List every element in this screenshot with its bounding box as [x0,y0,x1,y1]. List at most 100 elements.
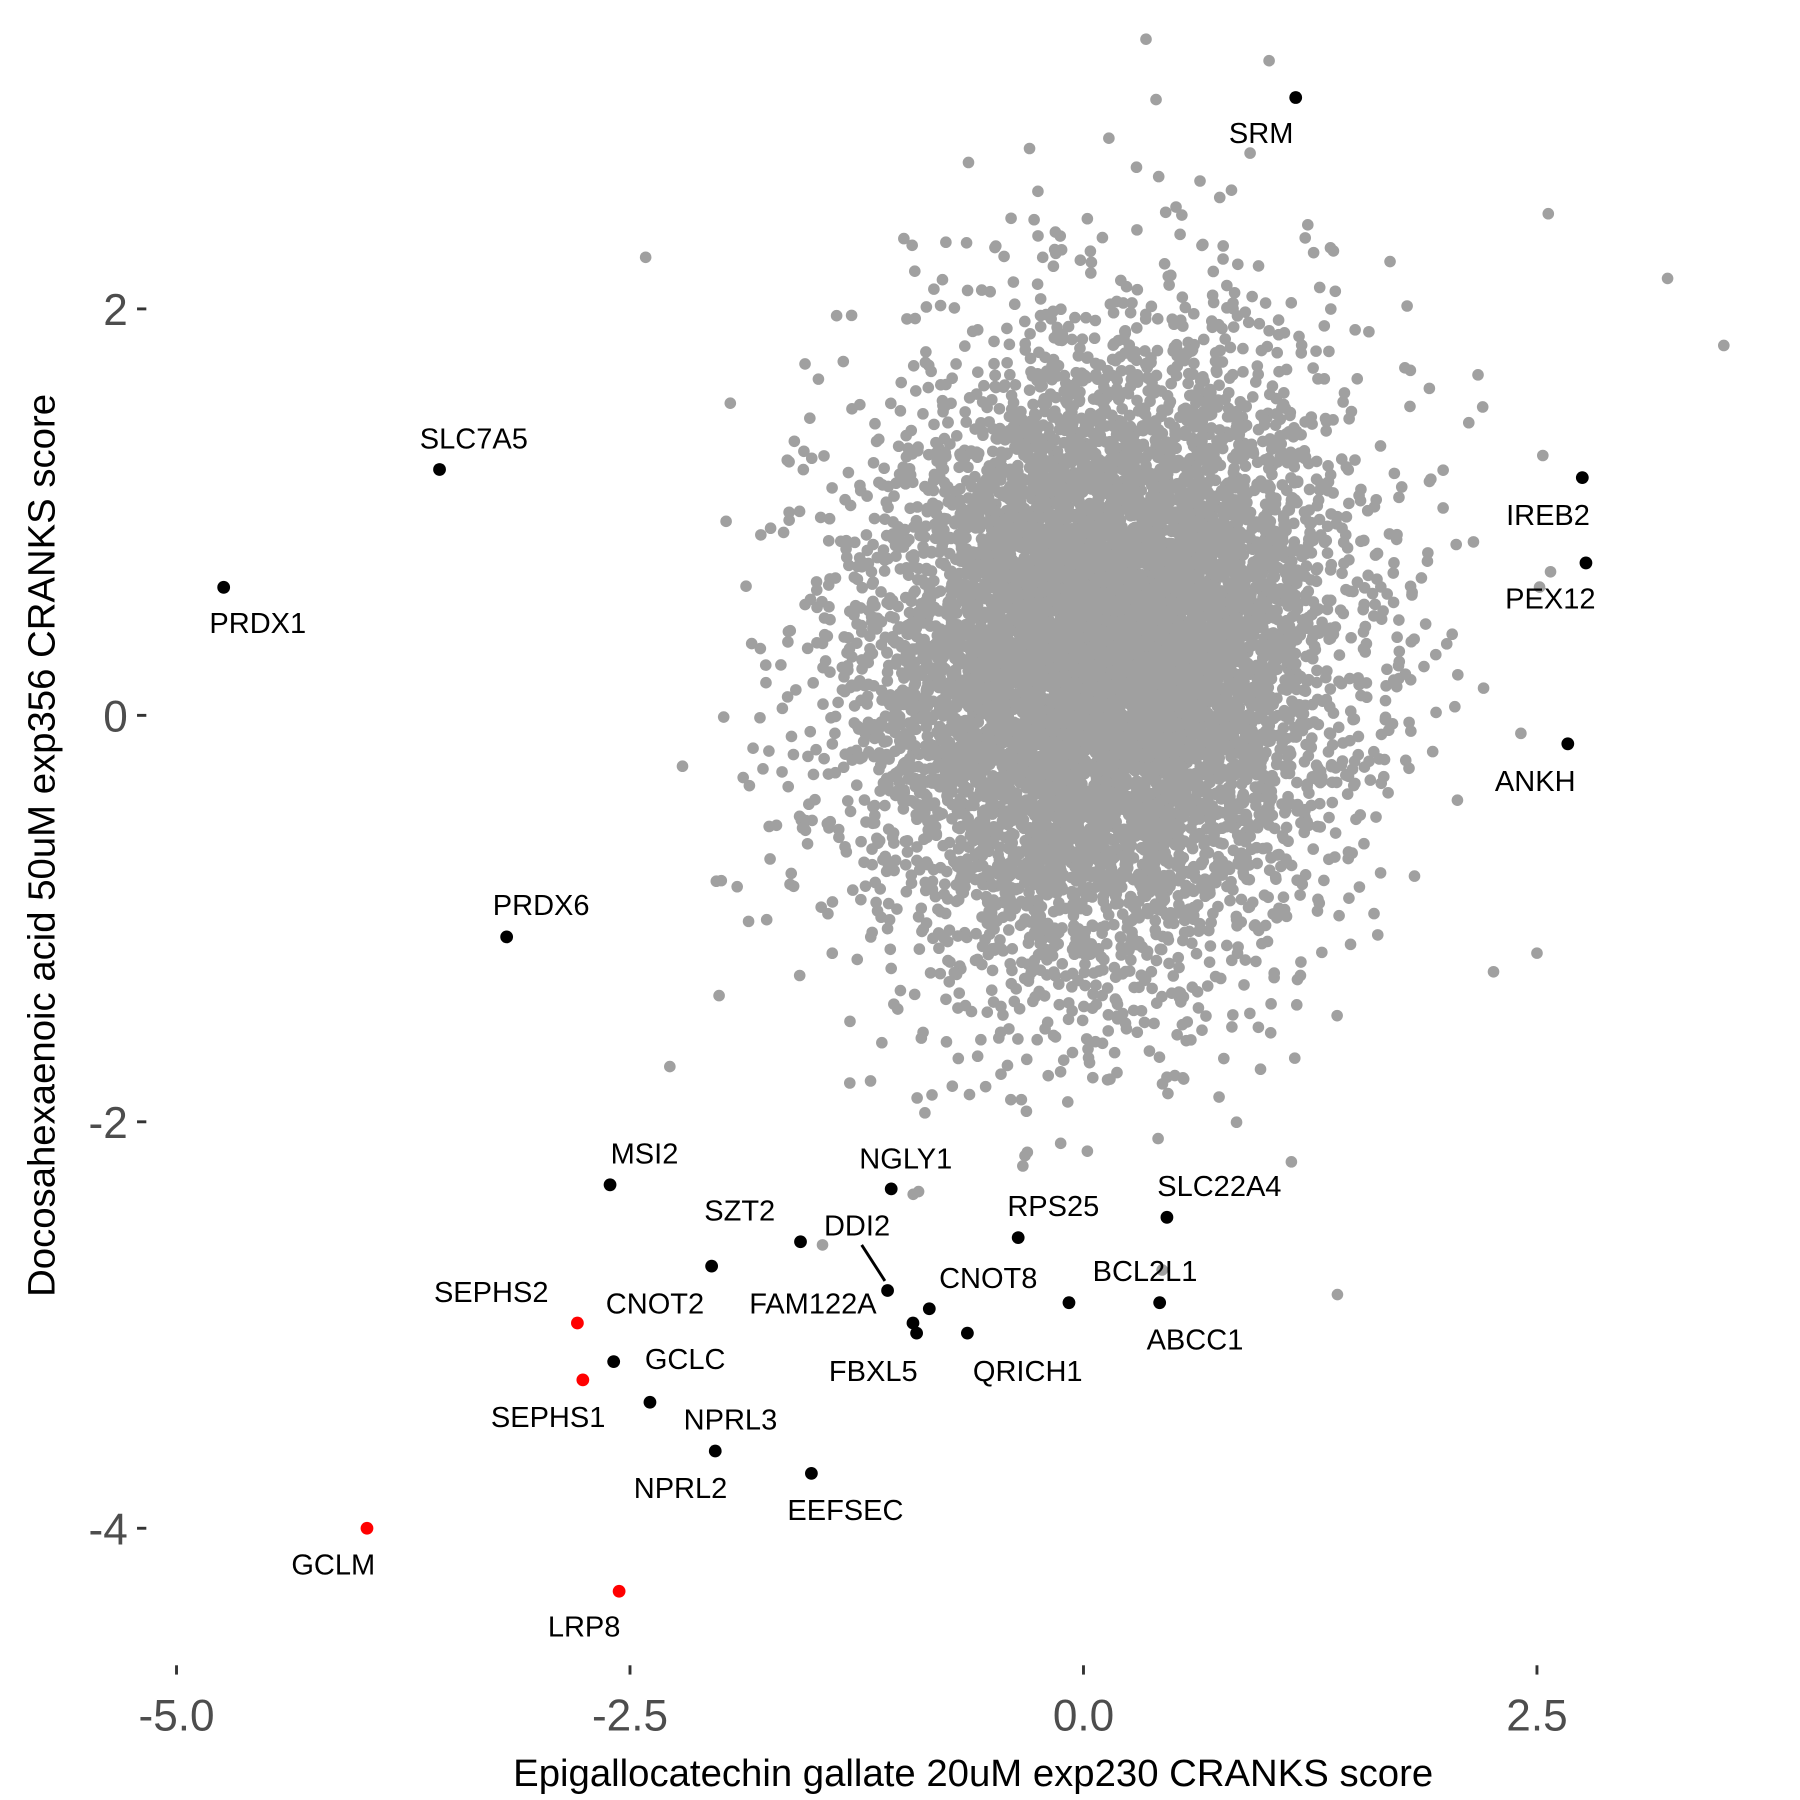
background-point [1381,588,1393,600]
background-point [1158,257,1171,270]
background-point [737,771,749,784]
background-point [1327,707,1340,719]
background-point [1114,931,1127,944]
background-point [970,888,983,901]
background-point [1153,1051,1166,1063]
background-point [1261,842,1273,854]
background-point [1515,727,1527,740]
background-point [1316,946,1328,959]
background-point [807,768,820,781]
background-point [1219,333,1232,345]
background-point [860,529,873,541]
background-point [1378,753,1391,766]
background-point [1313,281,1326,294]
background-point [1151,313,1164,325]
background-point [1422,547,1434,559]
background-point [1176,291,1189,304]
background-point [1341,788,1354,800]
background-point [963,1088,976,1101]
background-point [1007,276,1020,288]
background-point [1268,822,1281,835]
background-point [1369,598,1381,611]
background-point [920,520,932,533]
background-point [1017,1160,1029,1172]
background-point [925,365,937,378]
background-point [1044,388,1057,400]
background-point [928,418,940,431]
background-point [1176,209,1188,221]
background-point [943,975,956,988]
background-point [818,612,831,624]
background-point [1008,298,1021,311]
background-point [1116,1007,1129,1020]
background-point [1423,382,1436,395]
background-point [940,1036,953,1048]
background-point [1107,306,1120,319]
background-point [882,897,895,910]
background-point [1049,226,1062,238]
background-point [851,953,864,966]
background-point [895,376,908,389]
background-point [745,637,758,650]
background-point [1299,451,1312,463]
background-point [1310,455,1323,468]
background-point [970,927,982,940]
background-point [785,867,798,880]
background-point [1053,998,1066,1011]
background-point [1425,473,1437,485]
background-point [664,1060,676,1073]
background-point [1043,887,1055,900]
background-point [988,335,1000,348]
background-point [1239,954,1252,966]
background-point [1259,297,1272,309]
background-point [946,1080,959,1092]
background-point [894,984,907,997]
background-point [811,601,823,614]
background-point [1228,462,1240,475]
background-point [869,417,881,430]
background-point [717,711,730,723]
background-point [1320,425,1332,437]
background-point [1192,1002,1205,1014]
background-point [1006,964,1018,977]
background-point [901,313,913,325]
background-point [797,463,810,476]
background-point [793,505,806,518]
background-point [1090,998,1103,1011]
background-point [948,302,961,314]
background-point [1349,454,1361,466]
background-point [1277,832,1290,845]
background-point [1194,175,1206,187]
background-point [837,355,850,368]
background-point [1023,142,1036,155]
background-points [639,33,1730,1301]
background-point [1020,1105,1033,1118]
background-point [1329,285,1342,298]
background-point [1288,536,1301,548]
background-point [880,496,893,509]
background-point [1020,1053,1033,1066]
background-point [760,676,772,689]
background-point [888,490,900,502]
background-point [1079,958,1091,970]
background-point [936,273,949,286]
background-point [1451,794,1464,806]
background-point [1393,614,1405,626]
background-point [981,1006,994,1018]
background-point [1188,357,1200,370]
background-point [742,915,755,928]
background-point [1329,827,1342,839]
background-point [1254,1063,1267,1076]
background-point [1374,867,1387,879]
background-point [1446,628,1458,641]
background-point [755,529,767,541]
background-point [1293,330,1305,343]
background-point [1310,473,1323,486]
background-point [832,696,844,709]
background-point [952,1052,965,1065]
background-point [1437,502,1449,514]
background-point [1230,1116,1243,1129]
background-point [1403,762,1415,775]
background-point [826,896,839,908]
background-point [1331,1009,1343,1022]
